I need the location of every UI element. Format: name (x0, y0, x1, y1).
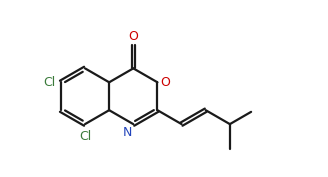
Text: N: N (122, 126, 132, 139)
Text: O: O (160, 76, 171, 89)
Text: Cl: Cl (43, 76, 55, 89)
Text: O: O (128, 30, 138, 42)
Text: Cl: Cl (79, 130, 91, 143)
